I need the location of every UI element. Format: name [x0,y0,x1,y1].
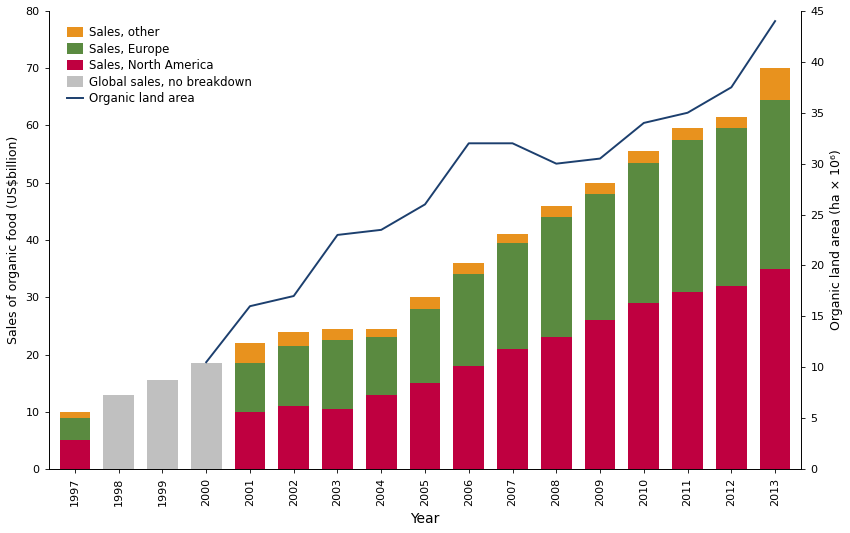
Bar [147,381,178,469]
Bar [716,286,746,469]
Bar [672,292,703,469]
Bar [497,235,528,243]
Bar [453,366,484,469]
Bar [541,337,571,469]
Bar [60,440,90,469]
Bar [410,383,440,469]
Bar [760,269,790,469]
Bar [235,412,265,469]
Bar [497,349,528,469]
X-axis label: Year: Year [411,512,439,526]
Bar [322,409,353,469]
Bar [716,117,746,128]
Bar [585,320,615,469]
Bar [279,406,309,469]
Bar [235,363,265,412]
Bar [628,163,659,303]
Bar [104,394,134,469]
Bar [191,363,222,469]
Bar [760,100,790,269]
Bar [497,243,528,349]
Bar [322,329,353,340]
Bar [410,309,440,383]
Bar [60,417,90,440]
Bar [322,340,353,409]
Bar [235,343,265,363]
Bar [672,128,703,140]
Bar [410,297,440,309]
Bar [585,183,615,194]
Bar [453,263,484,274]
Bar [672,140,703,292]
Bar [541,206,571,217]
Bar [366,337,397,394]
Legend: Sales, other, Sales, Europe, Sales, North America, Global sales, no breakdown, O: Sales, other, Sales, Europe, Sales, Nort… [62,21,257,110]
Bar [760,68,790,100]
Bar [366,329,397,337]
Y-axis label: Organic land area (ha × 10⁶): Organic land area (ha × 10⁶) [830,150,843,330]
Bar [585,194,615,320]
Bar [453,274,484,366]
Bar [628,151,659,163]
Y-axis label: Sales of organic food (US$billion): Sales of organic food (US$billion) [7,136,20,344]
Bar [366,394,397,469]
Bar [279,346,309,406]
Bar [541,217,571,337]
Bar [628,303,659,469]
Bar [279,332,309,346]
Bar [716,128,746,286]
Bar [60,412,90,417]
